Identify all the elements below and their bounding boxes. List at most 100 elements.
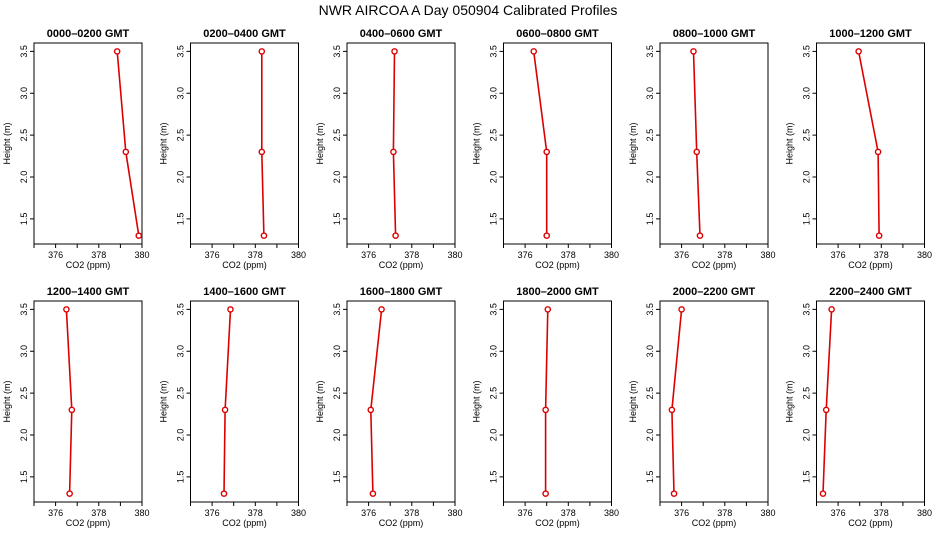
- y-tick-label: 2.0: [332, 171, 342, 184]
- y-tick-label: 3.5: [176, 303, 186, 316]
- x-tick-label: 378: [874, 250, 889, 260]
- data-point: [530, 48, 538, 55]
- y-tick-label: 1.5: [332, 213, 342, 226]
- plot-frame: [190, 300, 299, 503]
- y-axis-label: Height (m): [628, 122, 638, 164]
- y-tick-label: 3.5: [176, 45, 186, 58]
- data-point: [855, 48, 862, 55]
- data-point: [690, 48, 697, 55]
- y-axis-label: Height (m): [159, 380, 169, 422]
- y-tick-label: 1.5: [19, 471, 29, 484]
- y-tick-label: 3.0: [176, 87, 186, 100]
- y-tick-label: 2.5: [645, 129, 655, 142]
- data-point: [819, 490, 827, 497]
- data-point: [828, 306, 835, 313]
- x-tick-label: 380: [760, 250, 775, 260]
- y-tick-label: 3.0: [802, 345, 812, 358]
- plot-frame: [659, 42, 769, 245]
- data-point: [822, 406, 830, 414]
- data-point: [693, 148, 701, 156]
- x-tick-label: 380: [604, 250, 619, 260]
- y-tick-label: 3.5: [19, 45, 29, 58]
- y-tick-label: 2.5: [489, 387, 499, 400]
- plot-frame: [190, 42, 299, 245]
- series-line: [857, 51, 880, 236]
- data-point: [696, 232, 704, 239]
- panel-title: 0400–0600 GMT: [360, 28, 443, 40]
- y-tick-label: 2.5: [332, 129, 342, 142]
- x-tick-label: 378: [717, 250, 732, 260]
- data-point: [135, 232, 143, 239]
- x-tick-label: 378: [91, 508, 106, 518]
- y-tick-label: 3.0: [489, 345, 499, 358]
- chart-panel: 1000–1200 GMT 376 378 380 CO2 (ppm) 1.5 2.0 2.5…: [785, 28, 933, 270]
- data-point: [542, 490, 549, 497]
- y-tick-label: 1.5: [645, 471, 655, 484]
- panel-title: 2200–2400 GMT: [829, 286, 912, 298]
- chart-panel: 0000–0200 GMT 376 378 380 CO2 (ppm) 1.5 2.0 2.5…: [2, 28, 150, 270]
- x-axis-label: CO2 (ppm): [535, 260, 580, 270]
- x-tick-label: 376: [48, 508, 63, 518]
- x-tick-label: 376: [361, 250, 376, 260]
- series-line: [671, 309, 683, 494]
- x-tick-label: 380: [291, 508, 306, 518]
- y-tick-label: 2.0: [19, 429, 29, 442]
- chart-panel: 0200–0400 GMT 376 378 380 CO2 (ppm) 1.5 2.0 2.5…: [159, 28, 307, 270]
- y-tick-label: 2.0: [645, 171, 655, 184]
- y-tick-label: 3.0: [645, 87, 655, 100]
- x-tick-label: 376: [361, 508, 376, 518]
- y-tick-label: 2.0: [645, 429, 655, 442]
- y-tick-label: 1.5: [176, 213, 186, 226]
- y-tick-label: 3.5: [19, 303, 29, 316]
- data-point: [542, 406, 549, 414]
- y-tick-label: 3.5: [802, 303, 812, 316]
- y-tick-label: 3.0: [802, 87, 812, 100]
- panel-title: 0200–0400 GMT: [203, 28, 286, 40]
- y-axis-label: Height (m): [315, 380, 325, 422]
- x-tick-label: 378: [561, 250, 576, 260]
- x-axis-label: CO2 (ppm): [222, 260, 267, 270]
- x-tick-label: 378: [717, 508, 732, 518]
- x-tick-label: 376: [518, 508, 533, 518]
- y-axis-label: Height (m): [315, 122, 325, 164]
- y-tick-label: 3.0: [332, 87, 342, 100]
- x-axis-label: CO2 (ppm): [692, 260, 737, 270]
- y-tick-label: 1.5: [489, 213, 499, 226]
- panel-title: 1000–1200 GMT: [829, 28, 912, 40]
- data-point: [258, 48, 266, 55]
- x-tick-label: 376: [674, 250, 689, 260]
- y-tick-label: 3.5: [645, 45, 655, 58]
- chart-panel: 2000–2200 GMT 376 378 380 CO2 (ppm) 1.5 2.0 2.5…: [628, 286, 776, 528]
- y-tick-label: 2.5: [19, 387, 29, 400]
- chart-panel: 0600–0800 GMT 376 378 380 CO2 (ppm) 1.5 2.0 2.5…: [472, 28, 620, 270]
- data-point: [875, 232, 883, 239]
- y-tick-label: 1.5: [176, 471, 186, 484]
- y-tick-label: 3.5: [645, 303, 655, 316]
- x-tick-label: 380: [134, 250, 149, 260]
- data-point: [390, 148, 397, 156]
- plot-frame: [816, 300, 925, 503]
- data-point: [874, 148, 882, 156]
- y-tick-label: 2.5: [802, 129, 812, 142]
- y-tick-label: 3.0: [176, 345, 186, 358]
- y-tick-label: 2.0: [332, 429, 342, 442]
- series-line: [822, 309, 833, 494]
- series-line: [532, 51, 548, 236]
- panel-title: 1200–1400 GMT: [47, 286, 130, 298]
- y-tick-label: 2.0: [19, 171, 29, 184]
- y-tick-label: 3.5: [802, 45, 812, 58]
- data-point: [113, 48, 121, 55]
- chart-panel: 1200–1400 GMT 376 378 380 CO2 (ppm) 1.5 2.0 2.5…: [2, 286, 150, 528]
- x-tick-label: 378: [91, 250, 106, 260]
- data-point: [122, 148, 130, 156]
- x-tick-label: 378: [248, 250, 263, 260]
- chart-panel: 0800–1000 GMT 376 378 380 CO2 (ppm) 1.5 2.0 2.5…: [628, 28, 776, 270]
- y-tick-label: 2.5: [176, 129, 186, 142]
- data-point: [543, 232, 551, 239]
- y-tick-label: 1.5: [19, 213, 29, 226]
- y-axis-label: Height (m): [628, 380, 638, 422]
- y-tick-label: 2.5: [489, 129, 499, 142]
- x-tick-label: 380: [291, 250, 306, 260]
- panel-title: 1600–1800 GMT: [360, 286, 443, 298]
- x-tick-label: 380: [917, 250, 932, 260]
